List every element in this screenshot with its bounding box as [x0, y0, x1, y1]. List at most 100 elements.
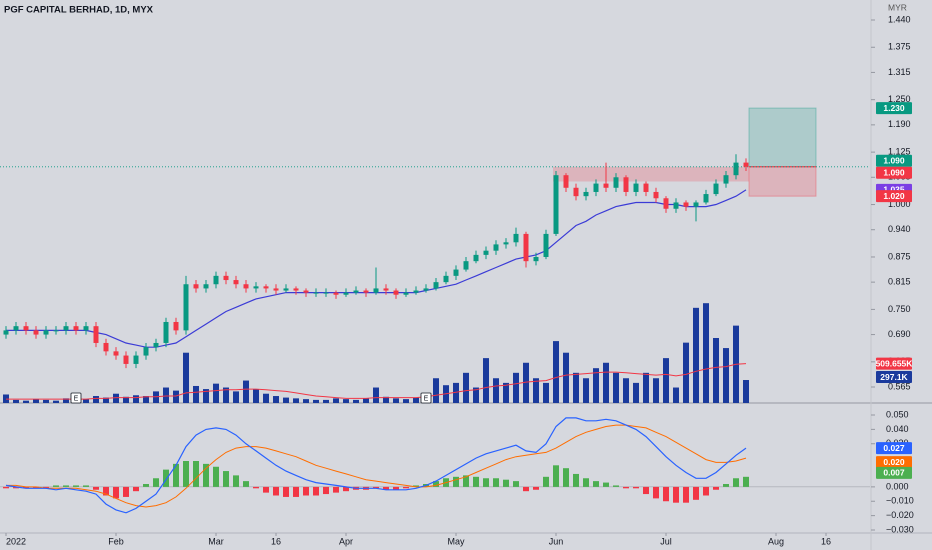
volume-bar — [623, 378, 629, 403]
candle-body — [343, 292, 349, 295]
volume-bar — [573, 372, 579, 403]
volume-bar — [103, 397, 109, 403]
volume-bar — [323, 399, 329, 403]
volume-bar — [743, 380, 749, 403]
candle-body — [173, 321, 179, 331]
volume-bar — [223, 387, 229, 403]
macd-histogram-bar — [323, 486, 329, 495]
macd-tick-label: 0.000 — [886, 481, 909, 491]
currency-label: MYR — [888, 2, 907, 12]
chart-title: PGF CAPITAL BERHAD, 1D, MYX — [4, 5, 154, 16]
volume-bar — [553, 341, 559, 403]
candle-body — [733, 162, 739, 176]
candle-body — [593, 183, 599, 192]
candle-body — [683, 202, 689, 207]
macd-histogram-bar — [513, 481, 519, 487]
volume-bar — [393, 398, 399, 403]
volume-bar — [363, 398, 369, 403]
macd-tick-label: 0.040 — [886, 424, 909, 434]
macd-histogram-bar — [123, 486, 129, 497]
candle-body — [433, 282, 439, 289]
stop-zone — [748, 166, 817, 197]
volume-bar — [373, 387, 379, 403]
macd-histogram-bar — [663, 486, 669, 502]
y-tick-label: 0.940 — [888, 224, 911, 234]
volume-bar — [33, 399, 39, 403]
macd-histogram-bar — [573, 473, 579, 487]
candle-body — [353, 290, 359, 293]
candle-body — [603, 183, 609, 188]
macd-histogram-bar — [223, 471, 229, 487]
signal-badge-label: 0.020 — [883, 457, 905, 467]
candle-body — [53, 330, 59, 332]
macd-badge-label: 0.027 — [883, 443, 905, 453]
volume-bar — [233, 391, 239, 403]
candle-body — [673, 202, 679, 209]
candle-body — [103, 342, 109, 352]
macd-histogram-bar — [3, 486, 9, 489]
macd-histogram-bar — [113, 486, 119, 499]
y-tick-label: 1.375 — [888, 42, 911, 52]
volume-bar — [173, 390, 179, 403]
volume-bar — [523, 362, 529, 403]
candle-body — [313, 292, 319, 294]
macd-histogram-bar — [583, 478, 589, 487]
close-badge-label: 1.090 — [883, 156, 905, 166]
y-tick-label: 1.440 — [888, 14, 911, 24]
macd-histogram-bar — [453, 476, 459, 487]
volume-bar — [403, 399, 409, 403]
volume-bar — [723, 348, 729, 403]
candle-body — [553, 175, 559, 234]
macd-histogram-bar — [503, 479, 509, 487]
volume-bar — [503, 382, 509, 403]
macd-histogram-bar — [403, 486, 409, 489]
x-tick-label: Mar — [208, 536, 224, 546]
candle-body — [483, 250, 489, 255]
candle-body — [663, 198, 669, 209]
macd-histogram-bar — [43, 486, 49, 489]
volume-bar — [513, 372, 519, 403]
macd-histogram-bar — [653, 486, 659, 499]
volume-bar — [273, 396, 279, 403]
macd-histogram-bar — [253, 486, 259, 489]
target-badge — [876, 102, 912, 115]
candle-body — [613, 177, 619, 188]
volume-ma-badge-label: 509.655K — [876, 358, 914, 368]
macd-histogram-bar — [413, 485, 419, 487]
volume-bar — [483, 358, 489, 403]
x-tick-label: May — [447, 536, 465, 546]
volume-bar — [263, 393, 269, 403]
candle-body — [273, 288, 279, 291]
macd-histogram-bar — [163, 469, 169, 487]
x-tick-label: Feb — [108, 536, 124, 546]
macd-histogram-bar — [103, 486, 109, 496]
macd-histogram-bar — [73, 485, 79, 487]
macd-histogram-bar — [603, 482, 609, 487]
macd-histogram-bar — [723, 484, 729, 487]
volume-bar — [693, 307, 699, 403]
macd-histogram-bar — [473, 476, 479, 487]
macd-histogram-bar — [293, 486, 299, 497]
macd-histogram-bar — [23, 486, 29, 489]
volume-bar — [433, 378, 439, 403]
candle-body — [303, 290, 309, 293]
candle-body — [443, 275, 449, 283]
x-tick-label: Jun — [549, 536, 564, 546]
candle-body — [493, 244, 499, 251]
macd-histogram-bar — [333, 486, 339, 493]
y-tick-label: 0.750 — [888, 304, 911, 314]
macd-histogram-bar — [63, 485, 69, 487]
macd-badge — [876, 442, 912, 455]
entry-badge — [876, 166, 912, 179]
y-tick-label: 1.250 — [888, 94, 911, 104]
macd-histogram-bar — [183, 461, 189, 487]
candle-body — [13, 326, 19, 331]
volume-bar — [163, 387, 169, 403]
candle-body — [153, 342, 159, 348]
candle-body — [623, 177, 629, 192]
macd-histogram-bar — [463, 475, 469, 487]
candle-body — [323, 292, 329, 294]
candle-body — [583, 191, 589, 197]
